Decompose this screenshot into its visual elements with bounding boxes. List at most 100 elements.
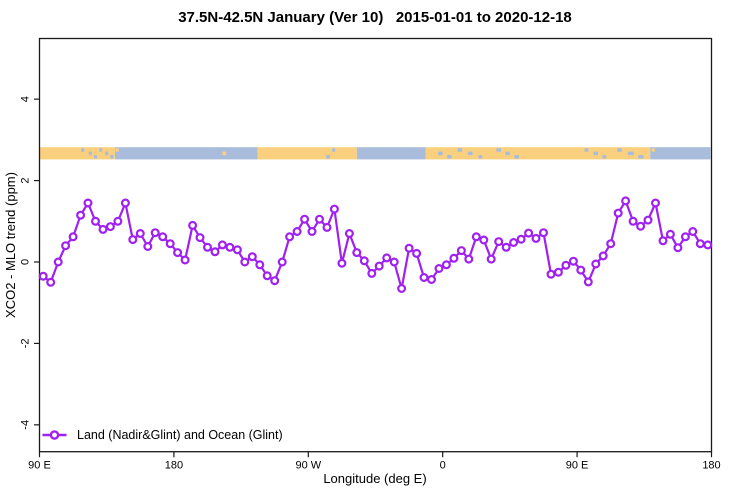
data-point (412, 248, 422, 258)
x-tick-label: 180 (702, 460, 720, 472)
data-point (285, 232, 295, 242)
data-point (613, 208, 623, 218)
data-point (53, 257, 63, 267)
data-point (382, 253, 392, 263)
band-speckle-ocean (326, 154, 330, 159)
y-tick-label: -2 (20, 339, 32, 349)
band-segment-ocean (650, 147, 711, 160)
data-point (165, 239, 175, 249)
data-point (471, 232, 481, 242)
legend-label: Land (Nadir&Glint) and Ocean (Glint) (77, 427, 283, 442)
band-speckle-ocean (584, 148, 589, 152)
data-point (359, 256, 369, 266)
band-speckle-ocean (81, 148, 85, 152)
y-axis-title: XCO2 - MLO trend (ppm) (3, 172, 18, 318)
band-speckle-ocean (496, 148, 501, 152)
data-point (120, 198, 130, 208)
band-speckle-ocean (332, 148, 336, 152)
data-point (621, 196, 631, 206)
data-point (449, 253, 459, 263)
data-point (83, 198, 93, 208)
band-speckle-ocean (99, 148, 103, 152)
data-point (180, 255, 190, 265)
data-point (636, 221, 646, 231)
band-speckle-ocean (105, 151, 109, 156)
data-point (486, 254, 496, 264)
data-point (113, 216, 123, 226)
data-point (188, 220, 198, 230)
data-point (38, 271, 48, 281)
data-point (583, 277, 593, 287)
data-point (665, 229, 675, 239)
legend-line-symbol (42, 429, 67, 440)
data-point (337, 258, 347, 268)
data-point (143, 242, 153, 252)
data-point (464, 254, 474, 264)
data-point (650, 198, 660, 208)
data-point (135, 229, 145, 239)
x-axis-title: Longitude (deg E) (323, 471, 427, 486)
data-point (232, 245, 242, 255)
band-speckle-ocean (478, 154, 483, 159)
data-point (516, 234, 526, 244)
data-point (128, 235, 138, 245)
y-tick-label: 4 (20, 96, 32, 102)
data-point (479, 235, 489, 245)
data-point (397, 284, 407, 294)
band-speckle-land (651, 148, 655, 152)
data-point (456, 246, 466, 256)
band-speckle-ocean (438, 151, 443, 156)
data-point (568, 256, 578, 266)
data-point (315, 214, 325, 224)
data-point (434, 264, 444, 274)
data-point (270, 276, 280, 286)
chart-title: 37.5N-42.5N January (Ver 10) 2015-01-01 … (178, 9, 572, 26)
data-point (628, 216, 638, 226)
data-point (217, 240, 227, 250)
x-tick-label: 90 W (295, 460, 321, 472)
data-point (225, 242, 235, 252)
data-point (240, 257, 250, 267)
data-point (247, 252, 257, 262)
data-point (158, 232, 168, 242)
data-point (105, 222, 115, 232)
band-speckle-land (222, 151, 227, 156)
data-point (195, 233, 205, 243)
data-point (203, 242, 213, 252)
x-tick-label: 180 (165, 460, 183, 472)
data-point (538, 228, 548, 238)
y-tick-label: 0 (20, 259, 32, 265)
data-point (524, 228, 534, 238)
data-point (553, 267, 563, 277)
data-point (643, 215, 653, 225)
band-speckle-ocean (617, 148, 622, 152)
data-point (322, 222, 332, 232)
data-point (427, 275, 437, 285)
data-point (576, 265, 586, 275)
band-speckle-ocean (88, 151, 92, 156)
data-point (61, 241, 71, 251)
band-speckle-ocean (627, 151, 634, 156)
band-speckle-ocean (468, 151, 473, 156)
data-point (307, 227, 317, 237)
data-point (695, 239, 705, 249)
data-point (673, 243, 683, 253)
band-speckle-ocean (602, 154, 607, 159)
data-point (292, 227, 302, 237)
band-speckle-ocean (110, 154, 114, 159)
band-speckle-ocean (514, 154, 519, 159)
data-point (344, 229, 354, 239)
data-point (501, 242, 511, 252)
data-point (561, 260, 571, 270)
data-point (255, 260, 265, 270)
band-segment-ocean (356, 147, 426, 160)
band-segment-ocean (114, 147, 258, 160)
band-speckle-ocean (457, 148, 463, 152)
x-tick-label: 90 E (566, 460, 589, 472)
data-point (419, 273, 429, 283)
data-point (352, 248, 362, 258)
data-point (389, 257, 399, 267)
legend: Land (Nadir&Glint) and Ocean (Glint) (41, 426, 283, 443)
data-point (98, 224, 108, 234)
